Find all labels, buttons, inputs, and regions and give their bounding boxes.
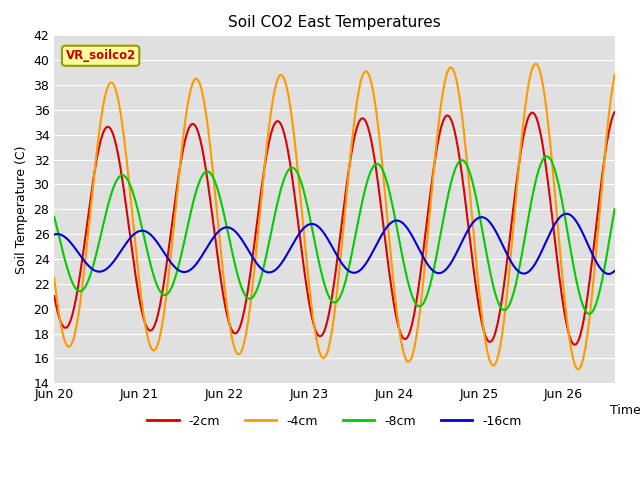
-4cm xyxy=(173,194,180,200)
-16cm xyxy=(173,266,180,272)
-4cm xyxy=(574,366,582,372)
-8cm xyxy=(585,311,593,317)
-8cm xyxy=(543,154,550,159)
Line: -8cm: -8cm xyxy=(54,156,614,314)
Line: -4cm: -4cm xyxy=(54,64,614,369)
-2cm xyxy=(381,236,389,242)
-16cm xyxy=(563,211,570,216)
-16cm xyxy=(611,268,618,274)
-16cm xyxy=(271,268,278,274)
-8cm xyxy=(271,214,278,219)
-16cm xyxy=(122,241,129,247)
-8cm xyxy=(611,206,618,212)
-8cm xyxy=(188,204,196,210)
-16cm xyxy=(51,232,58,238)
-4cm xyxy=(122,149,129,155)
-4cm xyxy=(381,191,389,196)
-16cm xyxy=(65,238,72,243)
-2cm xyxy=(51,293,58,299)
-2cm xyxy=(65,322,72,327)
Y-axis label: Soil Temperature (C): Soil Temperature (C) xyxy=(15,145,28,274)
-2cm xyxy=(271,121,278,127)
-8cm xyxy=(51,214,58,220)
-2cm xyxy=(571,342,579,348)
-8cm xyxy=(173,270,180,276)
Line: -2cm: -2cm xyxy=(54,112,614,345)
-4cm xyxy=(65,344,72,349)
-2cm xyxy=(122,201,129,206)
-2cm xyxy=(188,121,196,127)
-2cm xyxy=(611,109,618,115)
-8cm xyxy=(381,173,389,179)
X-axis label: Time: Time xyxy=(611,404,640,417)
-2cm xyxy=(610,111,618,117)
-4cm xyxy=(271,88,278,94)
-8cm xyxy=(65,270,72,276)
-8cm xyxy=(122,174,129,180)
-4cm xyxy=(611,72,618,78)
Legend: -2cm, -4cm, -8cm, -16cm: -2cm, -4cm, -8cm, -16cm xyxy=(143,410,527,433)
Line: -16cm: -16cm xyxy=(54,214,614,274)
-4cm xyxy=(51,276,58,281)
-4cm xyxy=(188,82,196,88)
-4cm xyxy=(532,61,540,67)
Title: Soil CO2 East Temperatures: Soil CO2 East Temperatures xyxy=(228,15,441,30)
Text: VR_soilco2: VR_soilco2 xyxy=(65,49,136,62)
-16cm xyxy=(605,271,612,277)
-16cm xyxy=(381,227,389,232)
-16cm xyxy=(188,265,196,271)
